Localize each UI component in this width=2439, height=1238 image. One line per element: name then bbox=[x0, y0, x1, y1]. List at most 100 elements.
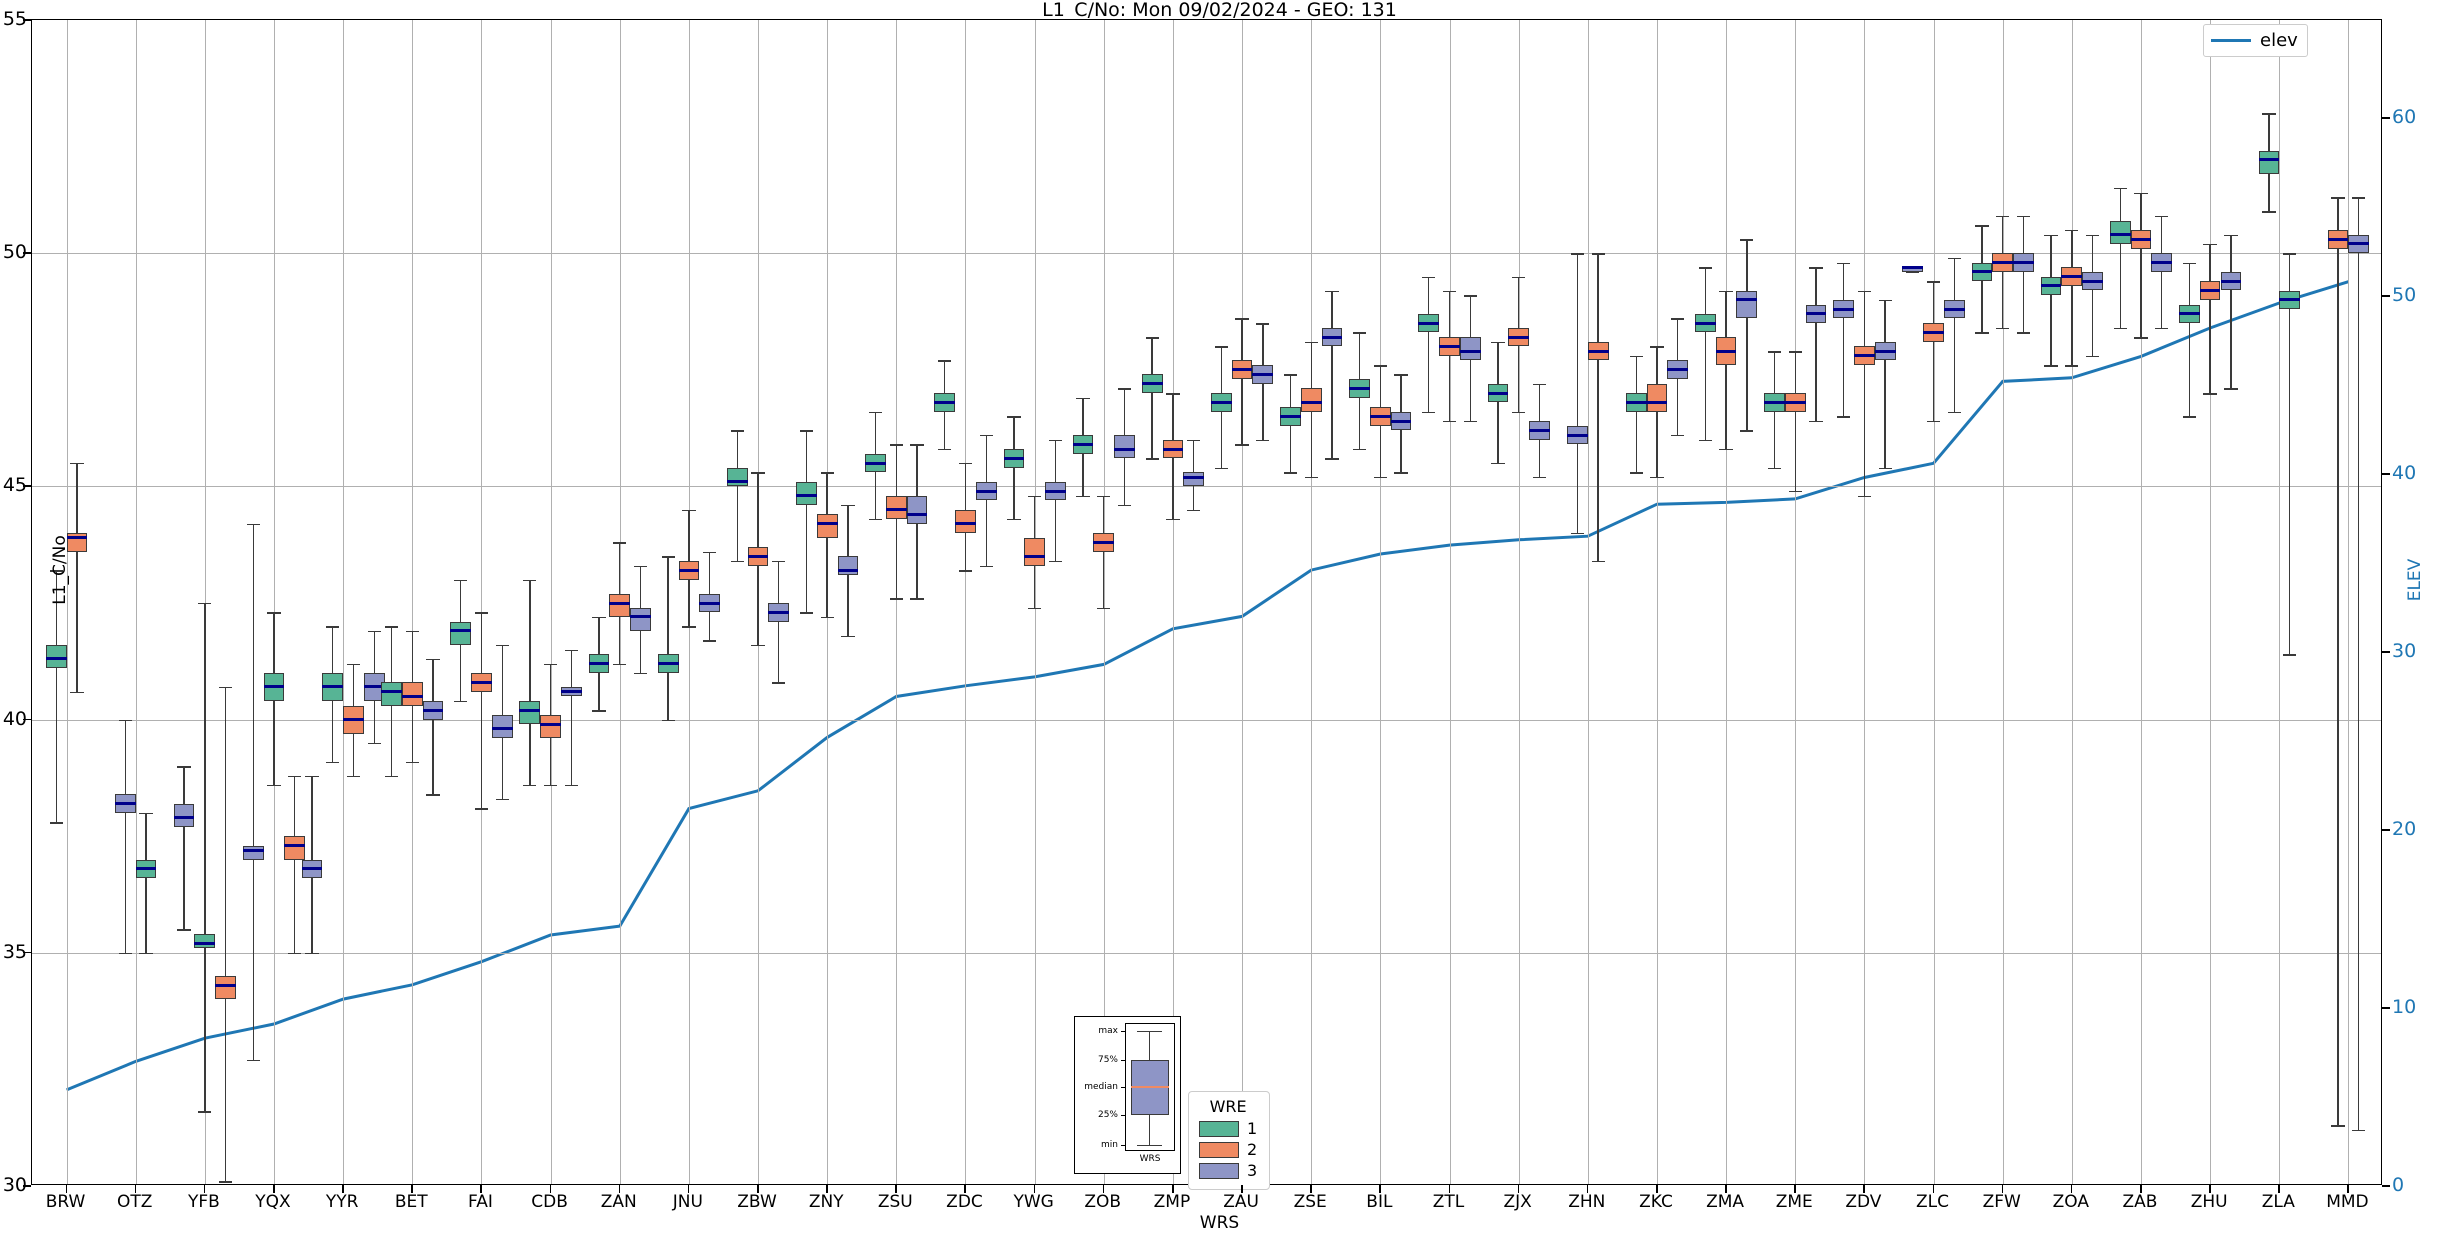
box-whisker-cap-max bbox=[1947, 257, 1961, 260]
box-whisker-cap-min bbox=[1996, 327, 2010, 330]
box-brw-wre1[interactable] bbox=[45, 644, 67, 669]
box-median bbox=[45, 657, 67, 661]
box-whisker-cap-max bbox=[1187, 439, 1201, 442]
box-median bbox=[1805, 312, 1827, 316]
box-yqx-wre3[interactable] bbox=[242, 845, 264, 860]
box-median bbox=[1390, 419, 1412, 423]
box-whisker-cap-min bbox=[2203, 393, 2217, 395]
box-median bbox=[699, 601, 720, 605]
x-axis-tick-mark bbox=[895, 1185, 897, 1193]
box-zsu-wre2[interactable] bbox=[885, 495, 907, 520]
box-yfb-wre2[interactable] bbox=[215, 976, 236, 1000]
box-whisker-cap-max bbox=[454, 579, 468, 582]
box-whisker-cap-min bbox=[682, 626, 696, 628]
inset-tick-q1 bbox=[1121, 1115, 1125, 1116]
box-median bbox=[975, 489, 997, 493]
box-median bbox=[1694, 321, 1716, 325]
x-axis-tick-mark bbox=[134, 1185, 137, 1193]
wre-swatch-3 bbox=[1199, 1162, 1239, 1179]
box-whisker-cap-min bbox=[405, 761, 419, 763]
box-fai-wre1[interactable] bbox=[450, 621, 472, 645]
x-axis-tick-mark bbox=[1725, 1185, 1727, 1193]
box-whisker-cap-max bbox=[1878, 299, 1892, 302]
box-bet-wre2[interactable] bbox=[401, 682, 423, 706]
box-median bbox=[1784, 400, 1806, 404]
box-bet-wre1[interactable] bbox=[381, 682, 402, 706]
box-cdb-wre1[interactable] bbox=[519, 700, 541, 725]
wre-legend-item-3[interactable]: 3 bbox=[1199, 1161, 1257, 1180]
box-whisker-cap-min bbox=[633, 672, 648, 675]
box-whisker-cap-min bbox=[1214, 467, 1228, 470]
box-whisker-cap-min bbox=[495, 798, 509, 801]
box-whisker-cap-min bbox=[592, 710, 606, 712]
box-zan-wre3[interactable] bbox=[630, 607, 651, 631]
box-whisker-cap-max bbox=[1512, 276, 1526, 278]
box-median bbox=[560, 690, 582, 694]
box-ywg-wre2[interactable] bbox=[1024, 537, 1045, 566]
box-whisker-cap-min bbox=[2113, 327, 2127, 330]
box-whisker-cap-max bbox=[979, 435, 993, 437]
box-zse-wre2[interactable] bbox=[1300, 388, 1322, 412]
box-zbw-wre1[interactable] bbox=[726, 467, 748, 487]
box-ztl-wre3[interactable] bbox=[1459, 337, 1481, 361]
box-median bbox=[1024, 554, 1045, 558]
box-whisker-cap-max bbox=[1996, 215, 2010, 218]
box-zny-wre2[interactable] bbox=[816, 514, 838, 538]
box-whisker bbox=[2071, 229, 2073, 366]
box-zsu-wre3[interactable] bbox=[906, 495, 928, 524]
box-whisker-cap-min bbox=[346, 775, 361, 777]
box-yqx-wre2[interactable] bbox=[284, 836, 306, 860]
box-zob-wre3[interactable] bbox=[1114, 435, 1135, 459]
box-zny-wre3[interactable] bbox=[837, 556, 859, 575]
box-median bbox=[865, 461, 886, 465]
box-median bbox=[1231, 368, 1253, 372]
wre-legend-item-1[interactable]: 1 bbox=[1199, 1119, 1257, 1138]
elev-legend[interactable]: elev bbox=[2203, 24, 2308, 57]
box-whisker-cap-max bbox=[495, 644, 509, 647]
box-fai-wre3[interactable] bbox=[491, 714, 513, 739]
x-axis-tick-mark bbox=[1863, 1185, 1865, 1193]
y-axis-tick-left: 30 bbox=[2, 1174, 27, 1196]
box-zkc-wre2[interactable] bbox=[1646, 383, 1668, 412]
wre-legend[interactable]: WRE 1 2 3 bbox=[1188, 1091, 1271, 1190]
box-median bbox=[2199, 289, 2221, 292]
box-whisker bbox=[1656, 346, 1658, 478]
box-median bbox=[381, 690, 402, 694]
box-zmp-wre3[interactable] bbox=[1183, 472, 1205, 487]
box-whisker bbox=[1953, 257, 1955, 412]
box-yfb-wre3[interactable] bbox=[173, 803, 195, 827]
box-whisker bbox=[2091, 234, 2094, 356]
box-zny-wre1[interactable] bbox=[796, 481, 817, 506]
box-median bbox=[1439, 344, 1460, 348]
box-cdb-wre2[interactable] bbox=[540, 714, 561, 739]
box-median bbox=[1646, 400, 1668, 404]
y-axis-tick-mark-left bbox=[23, 718, 31, 721]
box-whisker-cap-max bbox=[772, 561, 786, 563]
box-zma-wre3[interactable] bbox=[1736, 290, 1758, 319]
box-median bbox=[609, 601, 631, 605]
box-whisker-cap-min bbox=[820, 616, 834, 619]
box-whisker-cap-max bbox=[346, 663, 361, 666]
wre-legend-item-2[interactable]: 2 bbox=[1199, 1140, 1257, 1159]
box-zab-wre1[interactable] bbox=[2109, 220, 2131, 244]
box-whisker bbox=[1151, 337, 1153, 459]
box-whisker-cap-min bbox=[523, 784, 537, 787]
box-median bbox=[1508, 335, 1530, 339]
box-whisker-cap-max bbox=[910, 444, 924, 446]
box-whisker-cap-max bbox=[1491, 341, 1505, 344]
x-axis-tick-mark bbox=[2139, 1185, 2142, 1193]
box-zdc-wre2[interactable] bbox=[955, 509, 976, 534]
x-axis-tick-mark bbox=[203, 1185, 206, 1193]
x-axis-tick-mark bbox=[1932, 1185, 1935, 1193]
box-whisker-cap-max bbox=[2331, 197, 2345, 199]
box-zan-wre2[interactable] bbox=[609, 593, 631, 617]
box-whisker-cap-min bbox=[730, 561, 744, 563]
box-whisker bbox=[826, 472, 828, 617]
x-axis-tick-yyr: YYR bbox=[325, 1192, 359, 1212]
box-zla-wre1[interactable] bbox=[2258, 150, 2280, 174]
box-median bbox=[343, 718, 364, 722]
box-whisker bbox=[55, 570, 57, 823]
box-whisker-cap-max bbox=[1394, 374, 1408, 376]
box-median bbox=[1252, 372, 1274, 376]
box-whisker bbox=[2230, 234, 2232, 389]
